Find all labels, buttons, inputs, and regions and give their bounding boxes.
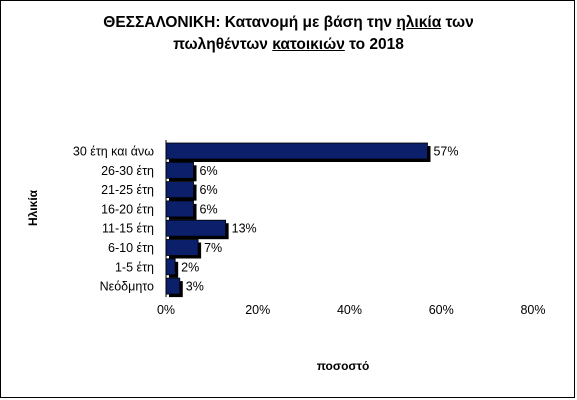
- x-tick-label: 60%: [429, 303, 454, 317]
- bar: [165, 142, 428, 160]
- category-label: 1-5 έτη: [115, 260, 154, 274]
- category-label: 26-30 έτη: [101, 164, 154, 178]
- chart-title: ΘΕΣΣΑΛΟΝΙΚΗ: Κατανομή με βάση την ηλικία…: [0, 12, 577, 56]
- data-label: 6%: [200, 202, 218, 216]
- x-tick-label: 80%: [520, 303, 545, 317]
- data-label: 13%: [232, 222, 257, 236]
- category-label: Νεόδμητο: [100, 280, 154, 294]
- data-label: 3%: [186, 280, 204, 294]
- bar: [165, 258, 176, 276]
- x-tick-labels: 0% 20% 40% 60% 80%: [157, 303, 546, 317]
- x-tick-label: 40%: [337, 303, 362, 317]
- category-label: 6-10 έτη: [108, 241, 154, 255]
- chart-title-line-1: ΘΕΣΣΑΛΟΝΙΚΗ: Κατανομή με βάση την ηλικία…: [0, 12, 577, 34]
- category-label: 21-25 έτη: [101, 183, 154, 197]
- data-labels: 57% 6% 6% 6% 13% 7% 2% 3%: [181, 145, 458, 294]
- data-label: 57%: [433, 145, 458, 159]
- data-label: 6%: [200, 183, 218, 197]
- data-label: 7%: [204, 241, 222, 255]
- bar: [165, 219, 227, 237]
- title-text: ΘΕΣΣΑΛΟΝΙΚΗ: Κατανομή με βάση την: [103, 14, 397, 31]
- bar: [165, 277, 181, 295]
- bar: [165, 161, 194, 179]
- x-axis-title: ποσοστό: [317, 359, 370, 373]
- data-label: 6%: [200, 164, 218, 178]
- title-text: το 2018: [344, 36, 404, 53]
- data-label: 2%: [181, 260, 199, 274]
- bar: [165, 200, 194, 218]
- x-tick-label: 0%: [157, 303, 175, 317]
- category-label: 30 έτη και άνω: [73, 145, 154, 159]
- bar: [165, 181, 194, 199]
- x-tick-label: 20%: [245, 303, 270, 317]
- title-underlined-age: ηλικία: [396, 14, 442, 31]
- y-axis-title: Ηλικία: [26, 189, 40, 226]
- title-text: των: [441, 14, 474, 31]
- bars-group: [165, 142, 431, 298]
- category-label: 11-15 έτη: [102, 222, 154, 236]
- title-text: πωληθέντων: [173, 36, 273, 53]
- chart-title-line-2: πωληθέντων κατοικιών το 2018: [0, 34, 577, 56]
- category-labels: 30 έτη και άνω 26-30 έτη 21-25 έτη 16-20 έτ…: [73, 145, 154, 294]
- title-underlined-homes: κατοικιών: [272, 36, 345, 53]
- category-label: 16-20 έτη: [101, 202, 154, 216]
- bar: [165, 239, 199, 256]
